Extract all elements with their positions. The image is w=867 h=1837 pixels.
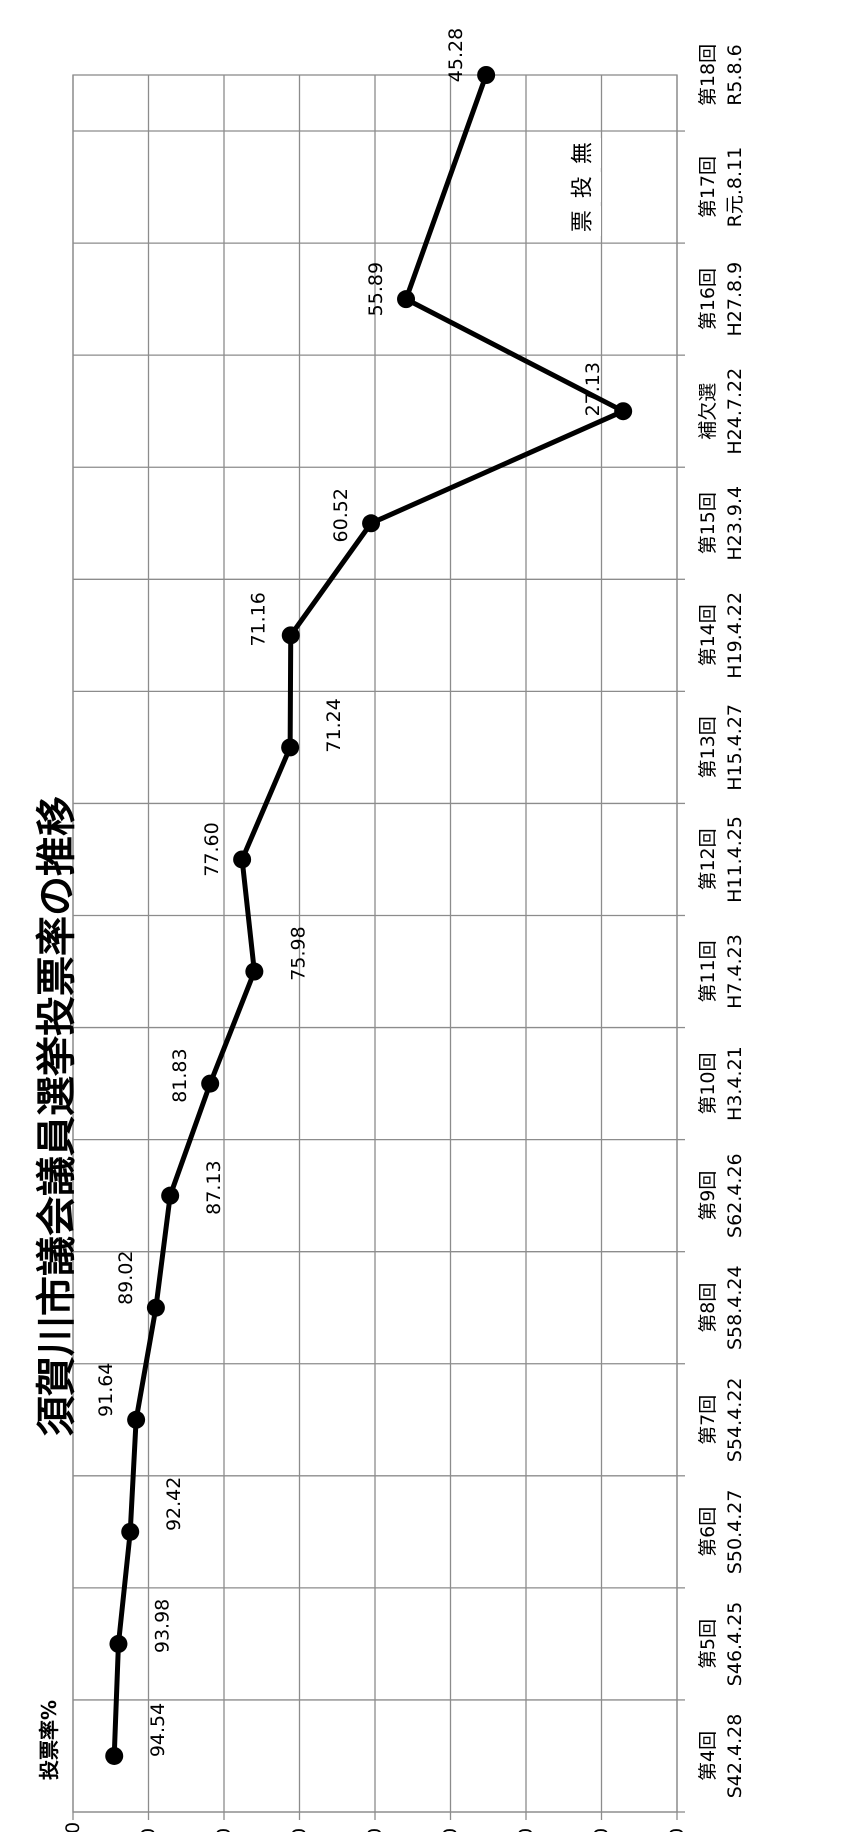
data-label: 71.24 — [323, 698, 345, 752]
data-point — [105, 1747, 123, 1765]
x-tick-label: H24.7.22 — [724, 368, 746, 455]
data-label: 60.52 — [330, 488, 352, 542]
x-tick-label: H19.4.22 — [724, 592, 746, 679]
x-tick-label: 第14回 — [697, 604, 719, 666]
x-tick-label: S54.4.22 — [724, 1377, 746, 1462]
data-label: 55.89 — [365, 262, 387, 316]
data-label: 87.13 — [203, 1160, 225, 1214]
x-tick-label: S50.4.27 — [724, 1490, 746, 1575]
x-tick-label: 第7回 — [697, 1395, 719, 1445]
y-tick-label: 80 — [213, 1828, 235, 1832]
data-point — [109, 1635, 127, 1653]
data-label: 71.16 — [248, 592, 270, 646]
data-label: 81.83 — [169, 1048, 191, 1102]
data-label: 94.54 — [147, 1703, 169, 1757]
data-label: 91.64 — [95, 1363, 117, 1417]
data-label: 27.13 — [582, 362, 604, 416]
data-point — [282, 626, 300, 644]
x-tick-label: 第12回 — [697, 828, 719, 890]
x-tick-label: R5.8.6 — [724, 44, 746, 106]
no-vote-annotation: 投 — [571, 176, 596, 198]
data-point — [281, 738, 299, 756]
y-tick-label: 30 — [591, 1828, 613, 1832]
data-point — [201, 1075, 219, 1093]
x-tick-label: 第8回 — [697, 1283, 719, 1333]
x-tick-label: 第11回 — [697, 940, 719, 1002]
chart-title: 須賀川市議会議員選挙投票率の推移 — [37, 796, 77, 1436]
data-point — [362, 514, 380, 532]
x-tick-label: H3.4.21 — [724, 1046, 746, 1121]
data-point — [397, 290, 415, 308]
data-label: 92.42 — [163, 1477, 185, 1531]
x-tick-label: 第10回 — [697, 1052, 719, 1114]
data-point — [127, 1411, 145, 1429]
data-label: 45.28 — [445, 28, 467, 82]
y-tick-label: 40 — [515, 1828, 537, 1832]
y-tick-label: 90 — [138, 1828, 160, 1832]
x-tick-label: 第9回 — [697, 1171, 719, 1221]
data-label: 93.98 — [151, 1599, 173, 1653]
x-tick-label: S62.4.26 — [724, 1153, 746, 1238]
x-tick-label: 第17回 — [697, 156, 719, 218]
data-label: 77.60 — [201, 822, 223, 876]
x-tick-label: 第5回 — [697, 1619, 719, 1669]
x-tick-label: 第4回 — [697, 1731, 719, 1781]
x-tick-label: S58.4.24 — [724, 1265, 746, 1350]
y-axis-label: 投票率% — [33, 1700, 62, 1780]
x-tick-label: 第6回 — [697, 1507, 719, 1557]
x-tick-label: H15.4.27 — [724, 704, 746, 791]
x-tick-label: H23.9.4 — [724, 486, 746, 561]
x-tick-label: H11.4.25 — [724, 816, 746, 903]
no-vote-annotation: 票 — [571, 210, 596, 232]
data-point — [147, 1299, 165, 1317]
data-point — [121, 1523, 139, 1541]
x-tick-label: S46.4.25 — [724, 1602, 746, 1687]
x-tick-label: H7.4.23 — [724, 934, 746, 1009]
y-tick-label: 100 — [62, 1822, 84, 1832]
y-tick-label: 60 — [364, 1828, 386, 1832]
x-tick-label: H27.8.9 — [724, 262, 746, 337]
x-tick-label: R元.8.11 — [724, 147, 746, 228]
x-tick-label: S42.4.28 — [724, 1714, 746, 1799]
data-label: 89.02 — [115, 1251, 137, 1305]
y-tick-label: 20 — [666, 1828, 688, 1832]
data-point — [161, 1187, 179, 1205]
x-tick-label: 第15回 — [697, 492, 719, 554]
data-point — [233, 850, 251, 868]
data-point — [477, 66, 495, 84]
data-point — [614, 402, 632, 420]
y-tick-label: 50 — [440, 1828, 462, 1832]
x-tick-label: 第13回 — [697, 716, 719, 778]
y-tick-label: 70 — [289, 1828, 311, 1832]
data-label: 75.98 — [287, 926, 309, 980]
x-tick-label: 補欠選 — [697, 383, 719, 440]
x-tick-label: 第18回 — [697, 44, 719, 106]
x-tick-label: 第16回 — [697, 268, 719, 330]
no-vote-annotation: 無 — [571, 142, 596, 164]
data-point — [245, 963, 263, 981]
